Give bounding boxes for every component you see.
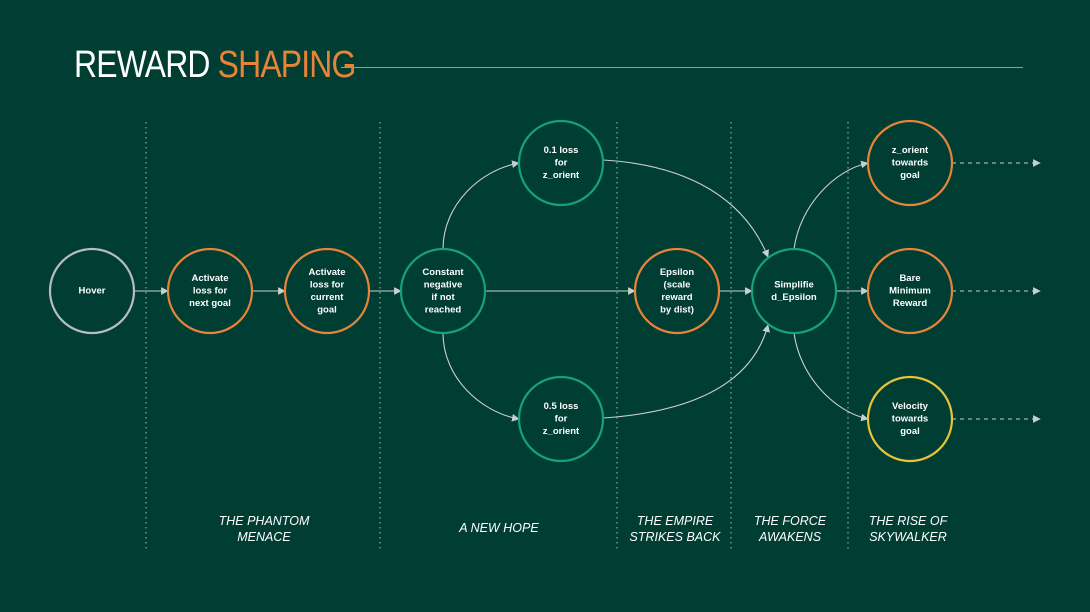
era-label-line: SKYWALKER: [869, 530, 947, 544]
node-label-line: loss for: [310, 279, 345, 290]
node-label-line: z_orient: [543, 426, 580, 437]
title-word-shaping: SHAPING: [217, 44, 357, 86]
era-empire-strikes-back: THE EMPIRE STRIKES BACK: [630, 514, 722, 544]
node-circle: [48, 247, 136, 335]
era-new-hope: A NEW HOPE: [458, 521, 539, 535]
edge-simplified-epsilon-to-velocity-goal: [793, 332, 869, 422]
era-label-line: THE PHANTOM: [219, 514, 310, 528]
node-circle: [750, 247, 838, 335]
edge-constant-negative-to-loss-01: [442, 160, 520, 250]
era-label-line: AWAKENS: [758, 530, 822, 544]
era-phantom-menace: THE PHANTOM MENACE: [219, 514, 310, 544]
node-label-line: Simplifie: [774, 279, 814, 290]
edge-constant-negative-to-loss-05: [442, 332, 520, 422]
node-circle: [517, 119, 605, 207]
node-label-line: loss for: [193, 286, 228, 297]
page-title: REWARD SHAPING: [74, 44, 357, 87]
title-rule: [341, 67, 1023, 68]
node-label-line: reward: [661, 292, 692, 303]
edges: [134, 159, 869, 422]
node-circle: [166, 247, 254, 335]
node-label-line: negative: [424, 279, 463, 290]
node-label-line: reached: [425, 304, 462, 315]
era-force-awakens: THE FORCE AWAKENS: [754, 514, 827, 544]
node-label-line: for: [555, 414, 568, 425]
node-label-line: Hover: [79, 286, 106, 297]
era-label-line: THE EMPIRE: [637, 514, 714, 528]
node-label-line: Velocity: [892, 401, 929, 412]
edge-simplified-epsilon-to-z-orient-goal: [793, 160, 869, 250]
node-circle: [517, 375, 605, 463]
title-word-reward: REWARD: [74, 44, 210, 86]
node-label-line: 0.5 loss: [544, 401, 579, 412]
node-label-line: Activate: [192, 273, 229, 284]
era-dividers: [145, 122, 849, 552]
node-label-line: goal: [900, 426, 920, 437]
node-label-line: Reward: [893, 298, 928, 309]
era-label-line: THE FORCE: [754, 514, 827, 528]
era-rise-of-skywalker: THE RISE OF SKYWALKER: [869, 514, 949, 544]
node-label-line: 0.1 loss: [544, 145, 579, 156]
node-label-line: z_orient: [543, 170, 580, 181]
era-label-line: A NEW HOPE: [458, 521, 539, 535]
node-circle: [633, 247, 721, 335]
node-circle: [283, 247, 371, 335]
node-label-line: z_orient: [892, 145, 929, 156]
era-labels: THE PHANTOM MENACE A NEW HOPE THE EMPIRE STR…: [219, 514, 949, 544]
node-label-line: for: [555, 158, 568, 169]
node-label-line: d_Epsilon: [771, 292, 817, 303]
node-label-line: current: [311, 292, 345, 303]
node-label-line: Bare: [899, 273, 920, 284]
node-label-line: goal: [317, 304, 337, 315]
node-circle: [866, 247, 954, 335]
node-simplified-epsilon: Simplifie d_Epsilon: [750, 247, 838, 335]
node-circle: [399, 247, 487, 335]
node-label-line: if not: [431, 292, 455, 303]
node-hover: Hover: [48, 247, 136, 335]
node-label-line: (scale: [664, 279, 691, 290]
edge-loss-01-to-simplified-epsilon: [602, 159, 769, 258]
node-circle: [866, 119, 954, 207]
node-label-line: Activate: [309, 267, 346, 278]
node-label-line: goal: [900, 170, 920, 181]
node-circle: [866, 375, 954, 463]
node-label-line: by dist): [660, 304, 694, 315]
node-label-line: towards: [892, 158, 928, 169]
continuation-arrows: [952, 159, 1041, 423]
node-label-line: next goal: [189, 298, 231, 309]
node-label-line: towards: [892, 414, 928, 425]
era-label-line: MENACE: [237, 530, 291, 544]
node-label-line: Epsilon: [660, 267, 695, 278]
node-label-line: Constant: [422, 267, 464, 278]
edge-loss-05-to-simplified-epsilon: [602, 324, 770, 419]
era-label-line: STRIKES BACK: [630, 530, 722, 544]
node-label-line: Minimum: [889, 286, 931, 297]
era-label-line: THE RISE OF: [869, 514, 949, 528]
